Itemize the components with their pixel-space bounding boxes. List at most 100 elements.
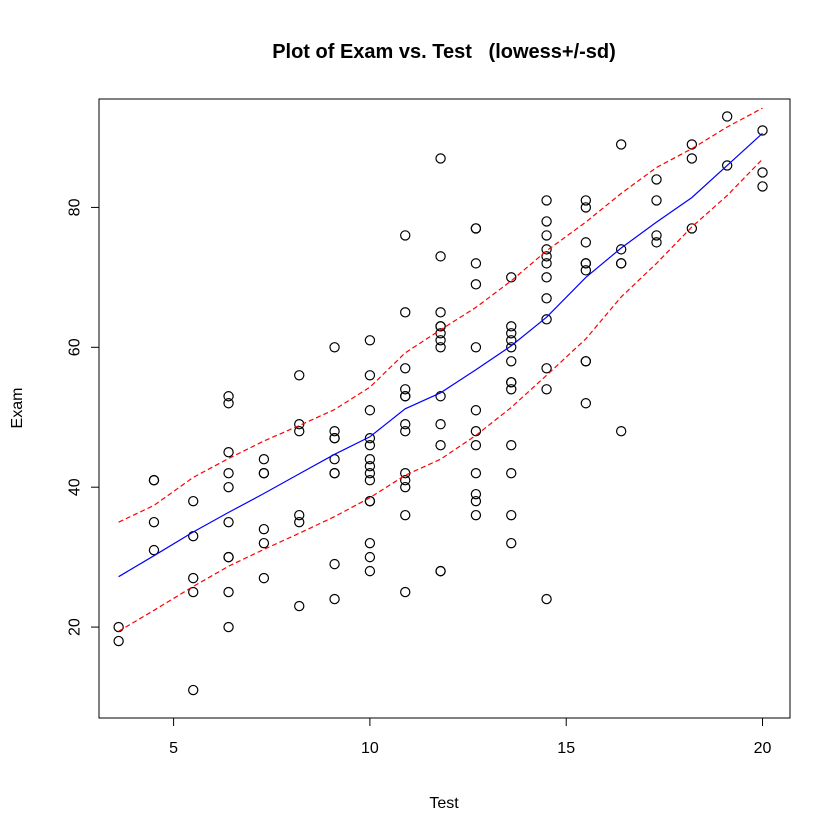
data-point xyxy=(541,216,552,227)
data-point xyxy=(294,509,305,521)
data-point xyxy=(294,426,305,437)
data-point xyxy=(364,335,376,346)
data-point xyxy=(400,474,411,486)
data-point xyxy=(615,244,627,255)
data-point xyxy=(188,572,199,584)
data-point xyxy=(364,537,376,549)
data-point xyxy=(364,474,376,486)
data-point xyxy=(258,523,270,535)
data-point xyxy=(541,293,552,304)
data-point xyxy=(364,461,376,472)
data-point xyxy=(580,237,592,248)
data-point xyxy=(506,377,517,388)
upper-sd-line xyxy=(118,107,763,523)
data-point xyxy=(258,467,270,479)
data-point xyxy=(435,342,446,353)
data-point xyxy=(541,258,552,269)
data-point xyxy=(223,398,234,409)
data-point xyxy=(506,342,517,353)
data-point xyxy=(258,454,270,465)
data-point xyxy=(686,153,698,164)
data-point xyxy=(188,684,199,696)
data-point xyxy=(580,356,592,367)
data-point xyxy=(435,565,446,577)
data-point xyxy=(470,342,482,353)
data-point xyxy=(541,244,552,255)
data-point xyxy=(294,600,305,612)
data-point xyxy=(541,363,552,374)
data-point xyxy=(364,454,376,465)
data-point xyxy=(294,419,305,430)
data-point xyxy=(435,391,446,402)
data-point xyxy=(435,335,446,346)
data-point xyxy=(435,419,446,430)
data-point xyxy=(541,195,552,206)
data-point xyxy=(721,160,733,171)
data-point xyxy=(541,230,552,241)
data-point xyxy=(470,223,482,234)
data-point xyxy=(580,195,592,206)
data-point xyxy=(400,307,411,318)
data-point xyxy=(188,495,199,507)
data-point xyxy=(506,321,517,332)
data-point xyxy=(294,516,305,528)
data-point xyxy=(580,398,592,409)
data-point xyxy=(651,237,662,248)
data-point xyxy=(470,440,482,451)
x-axis-label: Test xyxy=(429,795,459,812)
data-point xyxy=(506,272,517,283)
data-point xyxy=(223,391,234,402)
data-point xyxy=(258,537,270,549)
data-point xyxy=(364,440,376,451)
data-point xyxy=(223,467,234,479)
data-point xyxy=(435,307,446,318)
data-point xyxy=(580,202,592,213)
data-point xyxy=(329,467,340,479)
x-tick-label: 5 xyxy=(169,740,178,757)
data-point xyxy=(364,495,376,507)
y-axis: 20 40 60 80 xyxy=(67,198,100,636)
data-point xyxy=(615,426,627,437)
data-point xyxy=(113,621,124,633)
data-point xyxy=(580,258,592,269)
data-point xyxy=(506,440,517,451)
data-point xyxy=(400,363,411,374)
data-point xyxy=(400,230,411,241)
data-point xyxy=(506,537,517,549)
data-point xyxy=(364,467,376,479)
data-point xyxy=(329,426,340,437)
data-point xyxy=(364,433,376,444)
data-point xyxy=(541,384,552,395)
y-tick-label: 60 xyxy=(67,338,84,356)
data-point xyxy=(757,181,768,192)
data-point xyxy=(364,551,376,563)
data-point xyxy=(506,467,517,479)
data-point xyxy=(651,230,662,241)
data-point xyxy=(329,433,340,444)
data-point xyxy=(506,328,517,339)
y-tick-label: 20 xyxy=(67,618,84,636)
data-point xyxy=(470,488,482,500)
x-axis: 5 10 15 20 xyxy=(169,717,772,757)
data-point xyxy=(757,125,768,136)
data-point xyxy=(435,321,446,332)
data-point xyxy=(541,593,552,605)
data-point xyxy=(506,335,517,346)
data-point xyxy=(435,251,446,262)
data-point xyxy=(506,509,517,521)
lowess-line xyxy=(118,132,763,578)
data-point xyxy=(113,635,124,647)
data-point xyxy=(470,405,482,416)
x-tick-label: 20 xyxy=(754,740,772,757)
data-point xyxy=(580,265,592,276)
data-points xyxy=(113,111,768,696)
data-point xyxy=(188,586,199,598)
data-point xyxy=(506,384,517,395)
data-point xyxy=(223,516,234,528)
data-point xyxy=(400,419,411,430)
data-point xyxy=(470,509,482,521)
data-point xyxy=(148,474,160,486)
data-point xyxy=(686,139,698,150)
data-point xyxy=(364,405,376,416)
x-tick-label: 15 xyxy=(557,740,575,757)
